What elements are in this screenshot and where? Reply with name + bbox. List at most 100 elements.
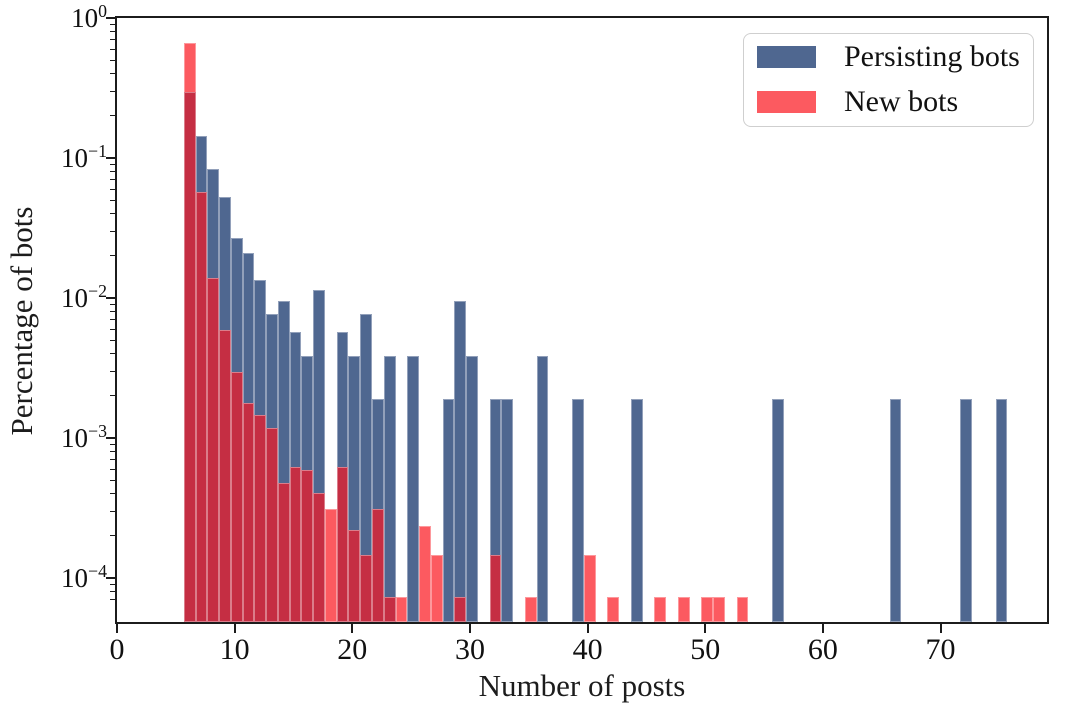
bar-persisting bbox=[572, 398, 584, 622]
bar-persisting bbox=[466, 356, 478, 622]
legend-label: Persisting bots bbox=[844, 40, 1020, 73]
bar-persisting bbox=[536, 356, 549, 622]
y-minor-tick bbox=[110, 163, 115, 165]
bar-new bbox=[607, 596, 620, 622]
x-tick-label: 50 bbox=[690, 633, 721, 666]
x-tick bbox=[351, 624, 354, 633]
y-tick bbox=[106, 437, 115, 439]
y-minor-tick bbox=[110, 188, 115, 190]
bar-new bbox=[654, 596, 667, 622]
y-minor-tick bbox=[110, 395, 115, 397]
x-tick bbox=[468, 624, 471, 633]
y-minor-tick bbox=[110, 230, 115, 232]
y-minor-tick bbox=[110, 39, 115, 41]
legend-swatch-persisting-bots bbox=[757, 46, 816, 68]
bar-persisting bbox=[489, 398, 502, 622]
bar-persisting bbox=[960, 398, 972, 622]
x-tick bbox=[939, 624, 942, 633]
bar-overlap bbox=[230, 372, 243, 622]
y-minor-tick bbox=[110, 59, 115, 61]
bar-persisting bbox=[348, 356, 361, 622]
bar-persisting bbox=[995, 398, 1008, 622]
bar-persisting bbox=[360, 314, 372, 622]
bar-persisting bbox=[889, 398, 902, 622]
y-minor-tick bbox=[110, 479, 115, 481]
x-tick-label: 30 bbox=[454, 633, 485, 666]
y-minor-tick bbox=[110, 459, 115, 461]
y-minor-tick bbox=[110, 535, 115, 537]
legend-label: New bots bbox=[844, 85, 959, 118]
y-minor-tick bbox=[110, 468, 115, 470]
y-minor-tick bbox=[110, 339, 115, 341]
y-tick-label: 10−4 bbox=[61, 561, 107, 593]
bar-persisting bbox=[277, 300, 290, 622]
bar-overlap bbox=[348, 529, 361, 622]
y-minor-tick bbox=[110, 510, 115, 512]
x-tick-label: 40 bbox=[572, 633, 603, 666]
legend-item: Persisting bots bbox=[757, 40, 1033, 73]
bar-overlap bbox=[195, 191, 208, 622]
bar-overlap bbox=[219, 330, 231, 622]
y-minor-tick bbox=[110, 90, 115, 92]
y-minor-tick bbox=[110, 73, 115, 75]
bar-persisting bbox=[772, 398, 784, 622]
legend: Persisting bots New bots bbox=[743, 33, 1034, 127]
y-tick bbox=[106, 297, 115, 299]
y-axis-label: Percentage of bots bbox=[4, 206, 39, 436]
bar-new bbox=[324, 509, 337, 622]
bar-new bbox=[430, 554, 443, 622]
bar-persisting bbox=[383, 356, 396, 622]
x-tick bbox=[233, 624, 236, 633]
bar-persisting bbox=[501, 398, 514, 622]
x-tick-label: 0 bbox=[109, 633, 125, 666]
bar-persisting bbox=[407, 356, 420, 622]
y-tick-label: 10−3 bbox=[61, 421, 107, 453]
bar-persisting bbox=[313, 289, 325, 622]
bar-new bbox=[524, 596, 537, 622]
bar-overlap bbox=[207, 277, 220, 622]
y-tick-label: 10−1 bbox=[61, 141, 107, 173]
bar-overlap bbox=[313, 493, 325, 622]
x-tick bbox=[821, 624, 824, 633]
x-tick-label: 20 bbox=[337, 633, 368, 666]
x-tick bbox=[704, 624, 707, 633]
y-minor-tick bbox=[110, 171, 115, 173]
y-minor-tick bbox=[110, 115, 115, 117]
bar-overlap bbox=[372, 509, 384, 622]
bar-overlap bbox=[336, 466, 349, 622]
bar-overlap bbox=[360, 554, 372, 622]
y-minor-tick bbox=[110, 451, 115, 453]
bar-overlap bbox=[454, 596, 467, 622]
bar-new bbox=[583, 554, 596, 622]
y-minor-tick bbox=[110, 493, 115, 495]
x-tick-label: 70 bbox=[925, 633, 956, 666]
bar-overlap bbox=[242, 403, 255, 622]
bar-overlap bbox=[489, 554, 502, 622]
bar-new bbox=[736, 596, 749, 622]
x-tick bbox=[586, 624, 589, 633]
bar-overlap bbox=[266, 428, 278, 622]
bar-overlap bbox=[301, 470, 314, 622]
y-minor-tick bbox=[110, 583, 115, 585]
y-minor-tick bbox=[110, 23, 115, 25]
y-minor-tick bbox=[110, 199, 115, 201]
bar-persisting bbox=[442, 398, 455, 622]
y-tick-label: 10−2 bbox=[61, 281, 107, 313]
y-minor-tick bbox=[110, 353, 115, 355]
y-minor-tick bbox=[110, 328, 115, 330]
y-minor-tick bbox=[110, 319, 115, 321]
legend-swatch-new-bots bbox=[757, 91, 816, 113]
x-tick-label: 10 bbox=[219, 633, 250, 666]
bar-persisting bbox=[454, 300, 467, 622]
y-minor-tick bbox=[110, 179, 115, 181]
bar-overlap bbox=[289, 466, 302, 622]
x-tick-label: 60 bbox=[807, 633, 838, 666]
y-minor-tick bbox=[110, 443, 115, 445]
x-axis-label: Number of posts bbox=[478, 668, 686, 703]
y-tick-label: 100 bbox=[71, 1, 107, 33]
y-minor-tick bbox=[110, 370, 115, 372]
bar-overlap bbox=[254, 414, 267, 622]
bar-new bbox=[701, 596, 714, 622]
y-minor-tick bbox=[110, 213, 115, 215]
